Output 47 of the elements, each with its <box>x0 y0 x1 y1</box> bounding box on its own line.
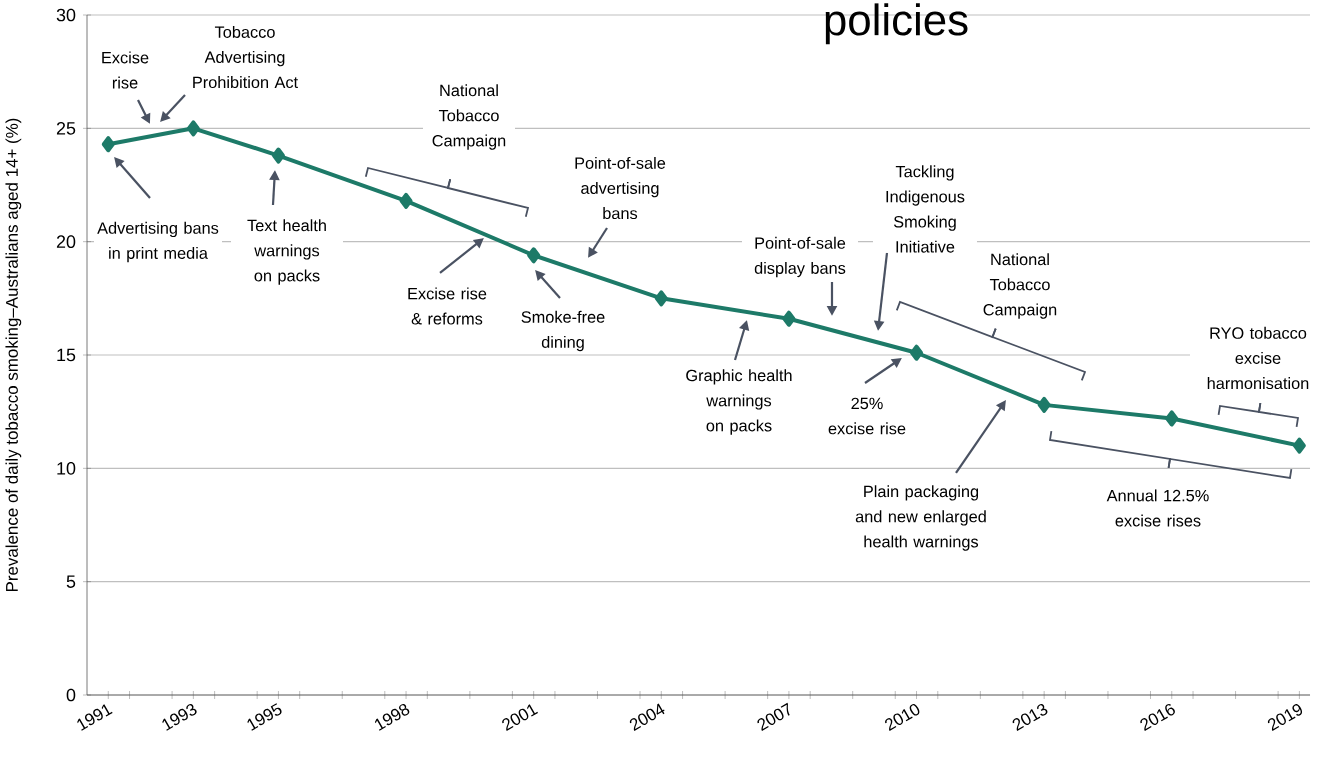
point <box>910 344 924 361</box>
point <box>1292 437 1306 454</box>
annotation: Tobacco Advertising Prohibition Act <box>193 25 298 89</box>
annotation: National Tobacco Campaign <box>983 253 1057 319</box>
y-tick-label: 20 <box>56 235 76 249</box>
point <box>186 120 200 137</box>
point <box>399 192 413 209</box>
point <box>1037 396 1051 413</box>
y-tick-label: 0 <box>66 688 76 702</box>
y-tick-label: 10 <box>57 461 76 475</box>
annotation: Smoke-free dining <box>521 310 605 352</box>
chart-title: policies <box>825 3 968 45</box>
annotation: National Tobacco Campaign <box>432 84 506 150</box>
point <box>101 136 115 153</box>
x-tick-label: 2016 <box>1140 703 1175 731</box>
x-tick-label: 2004 <box>629 703 665 731</box>
annotation: Tackling Indigenous Smoking Initiative <box>886 165 965 253</box>
point <box>1165 410 1179 427</box>
annotation: Advertising bans in print media <box>97 221 219 263</box>
x-tick-label: 2010 <box>885 704 920 731</box>
annotation: Point-of-sale advertising bans <box>575 156 666 220</box>
annotation: Text health warnings on packs <box>247 219 326 285</box>
y-axis-title: Prevalence of daily tobacco smoking–Australians aged 14+ (%) <box>5 118 22 592</box>
y-tick-label: 25 <box>56 121 76 135</box>
annotation: Excise rise <box>102 51 149 89</box>
annotation: Point-of-sale display bans <box>754 236 846 278</box>
x-tick-label: 2013 <box>1012 703 1048 731</box>
y-tick-label: 30 <box>56 8 76 22</box>
point <box>527 247 541 264</box>
y-tick-label: 15 <box>57 348 76 362</box>
annotation: Excise rise & reforms <box>408 287 487 325</box>
annotation: 25% excise rise <box>828 397 906 435</box>
x-tick-label: 1998 <box>374 703 410 731</box>
point <box>654 290 668 307</box>
y-tick-label: 5 <box>66 575 76 588</box>
annotation: Graphic health warnings on packs <box>686 369 792 435</box>
annotation: Annual 12.5% excise rises <box>1106 489 1209 527</box>
x-tick-label: 2001 <box>502 704 538 731</box>
x-tick-label: 2007 <box>757 702 790 731</box>
point <box>271 147 285 164</box>
x-tick-label: 1995 <box>247 703 282 731</box>
x-tick-label: 1991 <box>77 704 113 731</box>
annotation: Plain packaging and new enlarged health warnings <box>855 485 986 551</box>
annotation: RYO tobacco excise harmonisation <box>1207 326 1309 390</box>
point <box>782 310 796 327</box>
x-tick-label: 1993 <box>162 703 197 731</box>
x-tick-label: 2019 <box>1267 704 1303 731</box>
